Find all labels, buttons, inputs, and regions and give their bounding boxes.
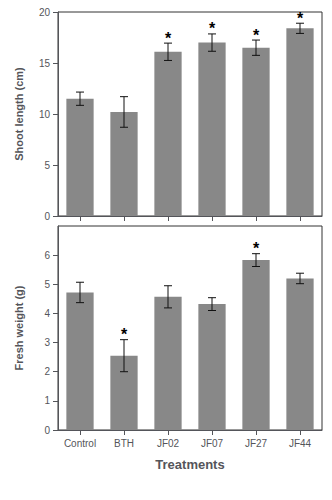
svg-text:JF02: JF02 xyxy=(157,438,180,449)
svg-text:15: 15 xyxy=(39,58,51,69)
svg-text:3: 3 xyxy=(44,337,50,348)
svg-text:BTH: BTH xyxy=(114,438,134,449)
svg-text:10: 10 xyxy=(39,109,51,120)
svg-text:JF44: JF44 xyxy=(289,438,312,449)
svg-text:*: * xyxy=(121,326,128,343)
svg-text:Treatments: Treatments xyxy=(155,457,224,472)
svg-text:1: 1 xyxy=(44,395,50,406)
svg-text:Fresh weight (g): Fresh weight (g) xyxy=(13,285,25,370)
svg-text:20: 20 xyxy=(39,7,51,18)
svg-text:4: 4 xyxy=(44,308,50,319)
svg-text:JF07: JF07 xyxy=(201,438,224,449)
svg-text:6: 6 xyxy=(44,250,50,261)
svg-text:5: 5 xyxy=(44,279,50,290)
svg-text:*: * xyxy=(297,10,304,27)
svg-text:*: * xyxy=(165,30,172,47)
svg-text:5: 5 xyxy=(44,160,50,171)
svg-text:0: 0 xyxy=(44,425,50,436)
svg-text:Shoot length (cm): Shoot length (cm) xyxy=(13,67,25,161)
svg-text:Control: Control xyxy=(64,438,96,449)
svg-text:0: 0 xyxy=(44,211,50,222)
svg-text:*: * xyxy=(253,27,260,44)
svg-text:*: * xyxy=(253,240,260,257)
svg-text:JF27: JF27 xyxy=(245,438,268,449)
svg-text:2: 2 xyxy=(44,366,50,377)
svg-text:*: * xyxy=(209,20,216,37)
